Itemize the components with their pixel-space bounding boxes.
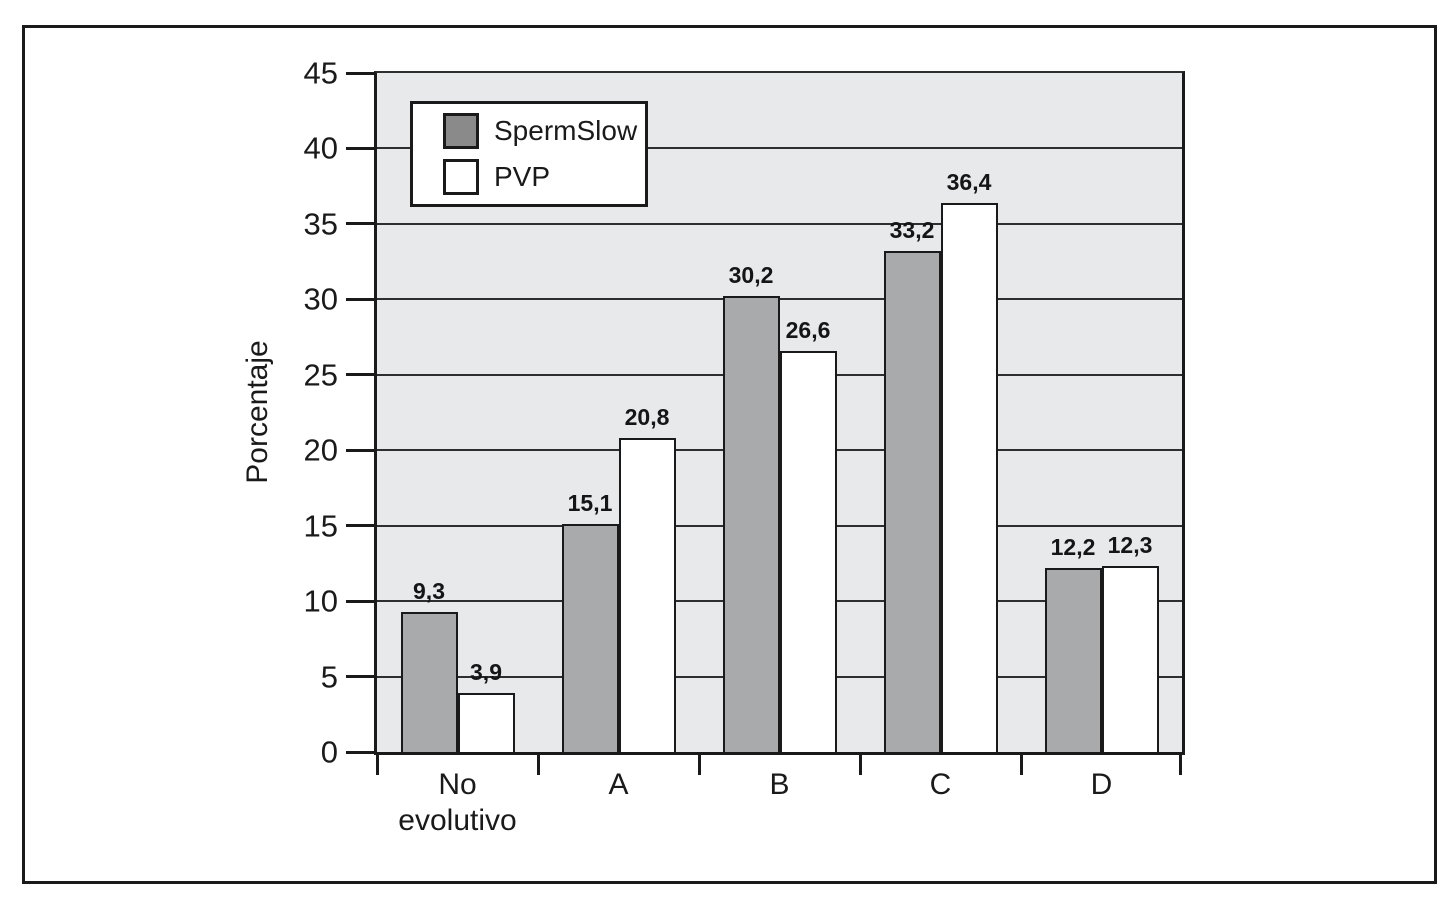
x-category-label: A bbox=[608, 768, 629, 801]
legend: SpermSlow PVP bbox=[410, 101, 648, 207]
bar-pvp-1 bbox=[457, 693, 515, 752]
y-axis-tick bbox=[346, 599, 374, 603]
bar-spermslow-4 bbox=[883, 251, 941, 752]
bar-spermslow-1 bbox=[400, 612, 458, 752]
gridline bbox=[377, 298, 1182, 301]
x-category-label: C bbox=[929, 768, 952, 801]
y-axis-title: Porcentaje bbox=[241, 340, 274, 484]
y-axis-tick bbox=[346, 524, 374, 528]
gridline bbox=[377, 222, 1182, 225]
y-axis-tick bbox=[346, 675, 374, 679]
bar-value-label: 26,6 bbox=[785, 317, 831, 343]
legend-swatch-spermslow-icon bbox=[443, 113, 479, 149]
figure-frame: Porcentaje 0 5 10 15 20 25 30 35 40 45 No evolutiv… bbox=[22, 25, 1437, 884]
bar-value-label: 9,3 bbox=[413, 578, 445, 604]
bar-spermslow-2 bbox=[561, 524, 619, 752]
y-tick-label: 20 bbox=[303, 432, 338, 468]
y-tick-label: 15 bbox=[303, 508, 338, 544]
x-axis-tick bbox=[697, 755, 701, 775]
y-axis-tick bbox=[346, 71, 374, 75]
bar-value-label: 3,9 bbox=[470, 659, 502, 685]
plot-area: 0 5 10 15 20 25 30 35 40 45 No evolutivo 9,3 3,9 A 15,… bbox=[304, 58, 1185, 837]
bar-value-label: 33,2 bbox=[889, 217, 935, 243]
x-category-label: B bbox=[769, 768, 790, 801]
y-tick-label: 30 bbox=[303, 281, 338, 317]
y-axis-tick bbox=[346, 222, 374, 226]
x-axis-tick bbox=[1019, 755, 1023, 775]
y-tick-label: 0 bbox=[320, 734, 338, 770]
legend-item-spermslow: SpermSlow bbox=[443, 113, 645, 149]
y-axis-tick bbox=[346, 448, 374, 452]
bar-value-label: 12,3 bbox=[1107, 532, 1153, 558]
y-axis-tick bbox=[346, 297, 374, 301]
y-tick-label: 35 bbox=[303, 206, 338, 242]
y-tick-label: 40 bbox=[303, 130, 338, 166]
bar-value-label: 36,4 bbox=[946, 169, 992, 195]
bar-spermslow-5 bbox=[1044, 568, 1102, 752]
gridline bbox=[377, 147, 1182, 150]
bar-pvp-4 bbox=[940, 203, 998, 752]
x-axis-tick bbox=[375, 755, 379, 775]
y-axis-tick bbox=[346, 146, 374, 150]
bar-pvp-3 bbox=[779, 351, 837, 752]
x-category-label: No evolutivo bbox=[398, 768, 517, 837]
y-axis-tick bbox=[346, 750, 374, 754]
bar-value-label: 15,1 bbox=[567, 490, 613, 516]
y-tick-label: 5 bbox=[320, 659, 338, 695]
legend-item-pvp: PVP bbox=[443, 159, 645, 195]
x-axis-tick bbox=[1179, 755, 1182, 775]
y-tick-label: 25 bbox=[303, 357, 338, 393]
legend-label-pvp: PVP bbox=[494, 161, 551, 192]
bar-value-label: 12,2 bbox=[1050, 534, 1096, 560]
y-axis-tick bbox=[346, 373, 374, 377]
y-tick-label: 45 bbox=[303, 55, 338, 91]
y-tick-label: 10 bbox=[303, 583, 338, 619]
x-axis-tick bbox=[858, 755, 862, 775]
x-axis-tick bbox=[536, 755, 540, 775]
legend-swatch-pvp-icon bbox=[443, 159, 479, 195]
bar-value-label: 30,2 bbox=[728, 262, 774, 288]
bar-pvp-2 bbox=[618, 438, 676, 752]
bar-spermslow-3 bbox=[722, 296, 780, 752]
x-category-label: D bbox=[1090, 768, 1113, 801]
legend-label-spermslow: SpermSlow bbox=[494, 115, 638, 146]
bar-value-label: 20,8 bbox=[624, 404, 670, 430]
bar-pvp-5 bbox=[1101, 566, 1159, 752]
